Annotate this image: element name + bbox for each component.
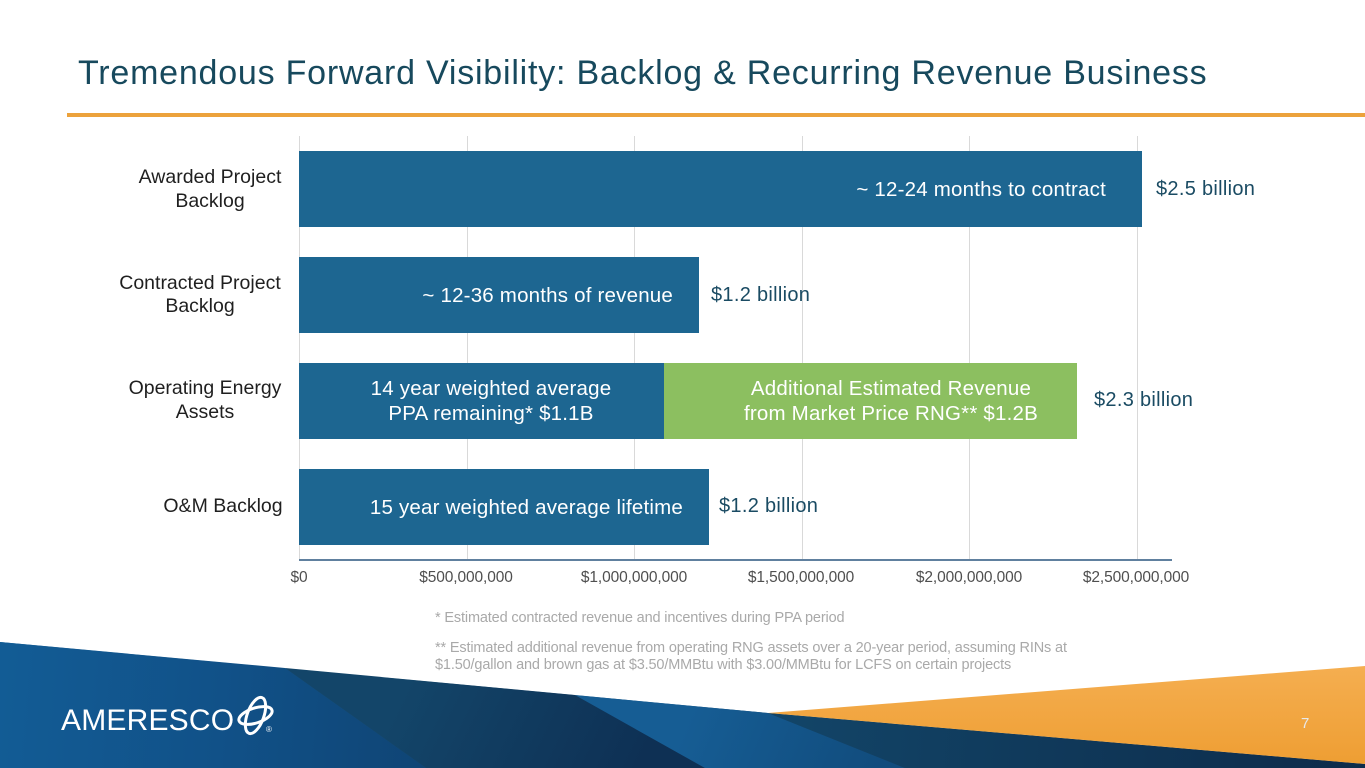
svg-text:7: 7 [1301, 715, 1309, 732]
svg-text:AMERESCO: AMERESCO [61, 704, 234, 737]
svg-text:®: ® [266, 725, 272, 734]
